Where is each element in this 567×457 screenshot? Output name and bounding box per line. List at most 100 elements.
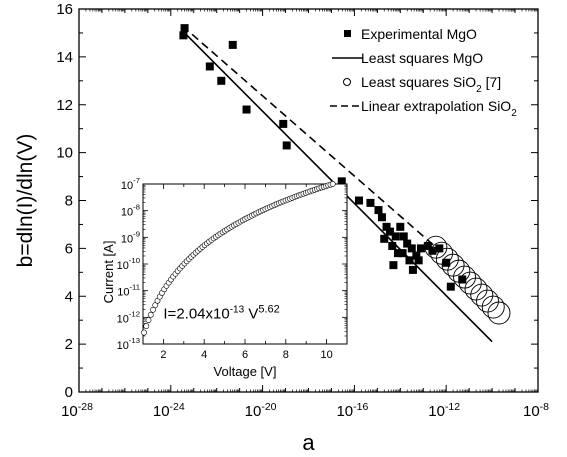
inset-y-tick-label: 10-12 <box>117 309 140 325</box>
y-tick-label: 8 <box>65 193 73 210</box>
mgo-point <box>389 261 398 270</box>
mgo-point <box>279 119 288 128</box>
mgo-point <box>446 282 455 291</box>
sio2-point <box>453 265 477 289</box>
mgo-point <box>408 265 417 274</box>
inset-x-tick-label: 6 <box>242 349 248 361</box>
linear-extrapolation-line <box>181 25 437 248</box>
legend-label-sub: 2 <box>511 108 517 119</box>
mgo-point <box>423 241 432 250</box>
sio2-point <box>464 277 488 301</box>
x-tick-label-exp: -24 <box>170 401 185 413</box>
inset-y-tick-label: 10-9 <box>121 229 140 245</box>
x-tick-label: 10-24 <box>153 401 185 420</box>
inset-y-tick-label: 10-7 <box>121 176 140 192</box>
inset-x-tick-label: 8 <box>283 349 289 361</box>
inset-x-tick-label: 2 <box>160 349 166 361</box>
inset-y-tick-label-base: 10 <box>117 340 129 352</box>
legend-marker-circle <box>343 78 351 86</box>
sio2-point <box>470 283 494 307</box>
legend-label: Least squares SiO2 [7] <box>361 74 501 95</box>
inset-y-tick-label-exp: -7 <box>133 176 140 185</box>
inset-annotation-exp2: 5.62 <box>258 304 279 316</box>
x-tick-label-exp: -8 <box>540 401 549 413</box>
mgo-point <box>228 40 237 49</box>
inset-y-axis-title: Current [A] <box>101 241 116 304</box>
x-tick-label-exp: -12 <box>445 401 460 413</box>
x-axis-title: a <box>302 430 315 455</box>
mgo-point <box>442 258 451 267</box>
mgo-point <box>388 241 397 250</box>
inset-data-point <box>329 181 336 187</box>
inset-data-point <box>141 329 147 336</box>
mgo-point <box>414 256 423 265</box>
y-tick-label: 6 <box>65 240 73 257</box>
inset-y-tick-label-exp: -12 <box>129 309 140 318</box>
x-tick-label-base: 10 <box>428 403 445 420</box>
mgo-point <box>385 227 394 236</box>
mgo-point <box>380 234 389 243</box>
mgo-point <box>180 24 189 33</box>
mgo-point <box>399 232 408 241</box>
y-tick-label: 10 <box>56 145 73 162</box>
mgo-point <box>394 249 403 258</box>
y-tick-label: 2 <box>65 336 73 353</box>
x-tick-label: 10-8 <box>523 401 549 420</box>
x-tick-label-exp: -16 <box>353 401 368 413</box>
legend-label: Least squares MgO <box>361 50 483 66</box>
mgo-point <box>435 244 444 253</box>
mgo-point <box>366 198 375 207</box>
inset-data-point <box>150 306 156 313</box>
mgo-point <box>282 141 291 150</box>
inset-y-tick-label-base: 10 <box>117 313 129 325</box>
inset-y-tick-label-exp: -11 <box>129 283 140 292</box>
mgo-point <box>217 76 226 85</box>
y-axis-title: b=dln(I)/dln(V) <box>14 134 37 268</box>
inset-y-tick-label: 10-11 <box>117 283 140 299</box>
y-tick-label: 14 <box>56 49 73 66</box>
y-tick-label: 16 <box>56 1 73 18</box>
inset-annotation-exp1: -13 <box>230 305 245 316</box>
inset-data-point <box>145 317 152 324</box>
mgo-point <box>354 196 363 205</box>
x-tick-label-base: 10 <box>336 403 353 420</box>
mgo-point <box>403 239 412 248</box>
inset-y-tick-label-base: 10 <box>121 233 133 245</box>
inset-y-tick-label: 10-10 <box>117 256 140 272</box>
inset-data-point <box>147 311 154 318</box>
x-tick-label: 10-20 <box>245 401 277 420</box>
mgo-point <box>391 232 400 241</box>
inset-annotation-prefix: I=2.04x10 <box>163 306 229 323</box>
legend-label-main: Linear extrapolation SiO <box>361 98 511 114</box>
legend-label-tail: [7] <box>482 74 501 90</box>
x-tick-label-base: 10 <box>153 403 170 420</box>
mgo-point <box>205 62 214 71</box>
mgo-point <box>374 206 383 215</box>
mgo-point <box>416 244 425 253</box>
legend-label-main: Least squares SiO <box>361 74 476 90</box>
inset-annotation: I=2.04x10-13 V5.62 <box>163 304 279 323</box>
y-tick-label: 4 <box>65 288 73 305</box>
mgo-point <box>377 213 386 222</box>
mgo-point <box>396 222 405 231</box>
inset-y-tick-label-base: 10 <box>117 260 129 272</box>
mgo-point <box>242 105 251 114</box>
inset-y-tick-label: 10-8 <box>121 203 140 219</box>
sio2-point <box>481 295 505 319</box>
inset-data-point <box>143 323 150 329</box>
x-tick-label-exp: -20 <box>261 401 276 413</box>
inset-annotation-mid: V <box>244 306 258 323</box>
inset-y-tick-label-base: 10 <box>121 207 133 219</box>
mgo-point <box>382 222 391 231</box>
inset-x-axis-title: Voltage [V] <box>214 364 277 379</box>
main-plot: 10-28 10-24 10-20 10-16 10-12 10-802468101214… <box>14 1 549 455</box>
inset-y-tick-label-exp: -8 <box>133 203 140 212</box>
sio2-point <box>487 301 511 325</box>
sio2-point <box>441 253 465 277</box>
mgo-point <box>458 275 467 284</box>
legend-label: Linear extrapolation SiO2 <box>361 98 517 119</box>
x-tick-label: 10-12 <box>428 401 460 420</box>
inset-y-tick-label-exp: -10 <box>129 256 140 265</box>
inset-y-tick-label-base: 10 <box>117 287 129 299</box>
